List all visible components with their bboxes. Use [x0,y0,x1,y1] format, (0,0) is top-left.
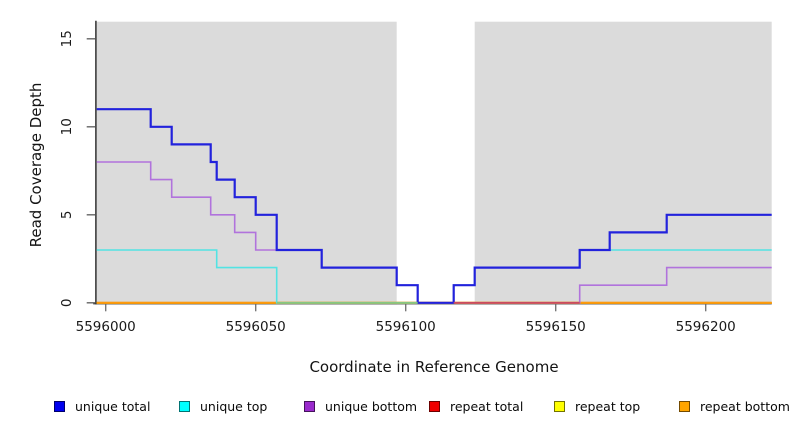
legend-label: unique bottom [325,399,418,414]
y-tick-label: 5 [59,211,75,220]
legend-label: repeat bottom [700,399,790,414]
x-axis-title: Coordinate in Reference Genome [309,358,559,376]
legend-label: unique total [75,399,151,414]
unique-bottom-swatch [304,401,315,412]
legend-item-unique-top: unique top [179,399,267,414]
x-tick-label: 5596100 [376,319,436,335]
repeat-top-swatch [554,401,565,412]
legend-item-repeat-total: repeat total [429,399,523,414]
legend-item-repeat-bottom: repeat bottom [679,399,790,414]
x-tick-label: 5596050 [226,319,286,335]
unique-top-swatch [179,401,190,412]
legend-label: repeat total [450,399,524,414]
repeat-total-swatch [429,401,440,412]
legend-item-unique-bottom: unique bottom [304,399,417,414]
y-tick-label: 15 [59,30,75,47]
plot-background-right [474,21,772,305]
legend: unique total unique top unique bottom re… [0,399,792,425]
series-unique-total [96,108,772,304]
legend-label: unique top [200,399,268,414]
legend-item-repeat-top: repeat top [554,399,640,414]
repeat-bottom-swatch [679,401,690,412]
legend-item-unique-total: unique total [54,399,150,414]
legend-label: repeat top [575,399,641,414]
x-tick-label: 5596200 [676,319,736,335]
x-tick-label: 5596150 [526,319,586,335]
plot-background-left [96,21,397,305]
x-tick-label: 5596000 [76,319,136,335]
y-tick-label: 0 [59,299,75,308]
plot-area: 0 5 10 15 5596000 5596050 5596100 5596150 559620… [59,20,772,335]
y-tick-label: 10 [59,118,75,135]
unique-total-swatch [54,401,65,412]
